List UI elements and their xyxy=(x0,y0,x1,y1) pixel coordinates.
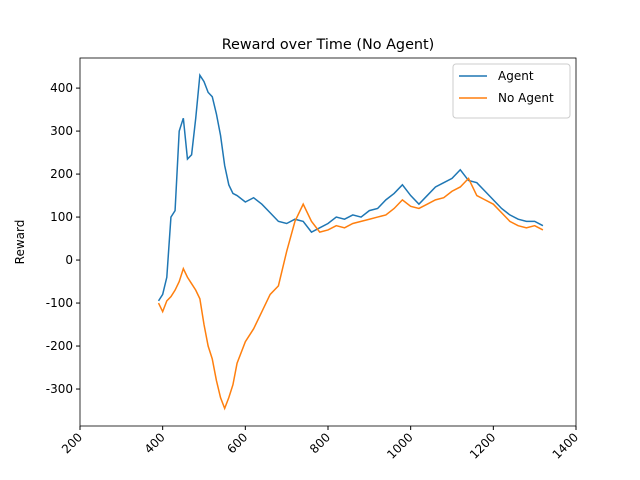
legend-box xyxy=(452,63,571,119)
y-tick-label: -100 xyxy=(46,296,73,310)
x-tick-label: 200 xyxy=(59,430,85,456)
y-tick-label: -300 xyxy=(46,382,73,396)
x-tick-label: 800 xyxy=(307,430,333,456)
x-tick-label: 1200 xyxy=(467,430,498,461)
legend-label: Agent xyxy=(498,69,534,83)
y-tick-label: 400 xyxy=(50,81,73,95)
axes-frame xyxy=(79,57,577,427)
y-tick-label: 300 xyxy=(50,124,73,138)
chart-title: Reward over Time (No Agent) xyxy=(222,37,435,53)
y-tick-label: -200 xyxy=(46,339,73,353)
y-tick-label: 0 xyxy=(65,253,73,267)
y-tick-label: 100 xyxy=(50,210,73,224)
x-tick-label: 600 xyxy=(224,430,250,456)
x-tick-label: 400 xyxy=(142,430,168,456)
series-line xyxy=(157,177,544,411)
x-tick-label: 1000 xyxy=(384,430,415,461)
legend-label: No Agent xyxy=(498,91,554,105)
x-tick-label: 1400 xyxy=(550,430,581,461)
series-line xyxy=(157,72,544,302)
y-axis-label: Reward xyxy=(13,220,27,265)
y-tick-label: 200 xyxy=(50,167,73,181)
